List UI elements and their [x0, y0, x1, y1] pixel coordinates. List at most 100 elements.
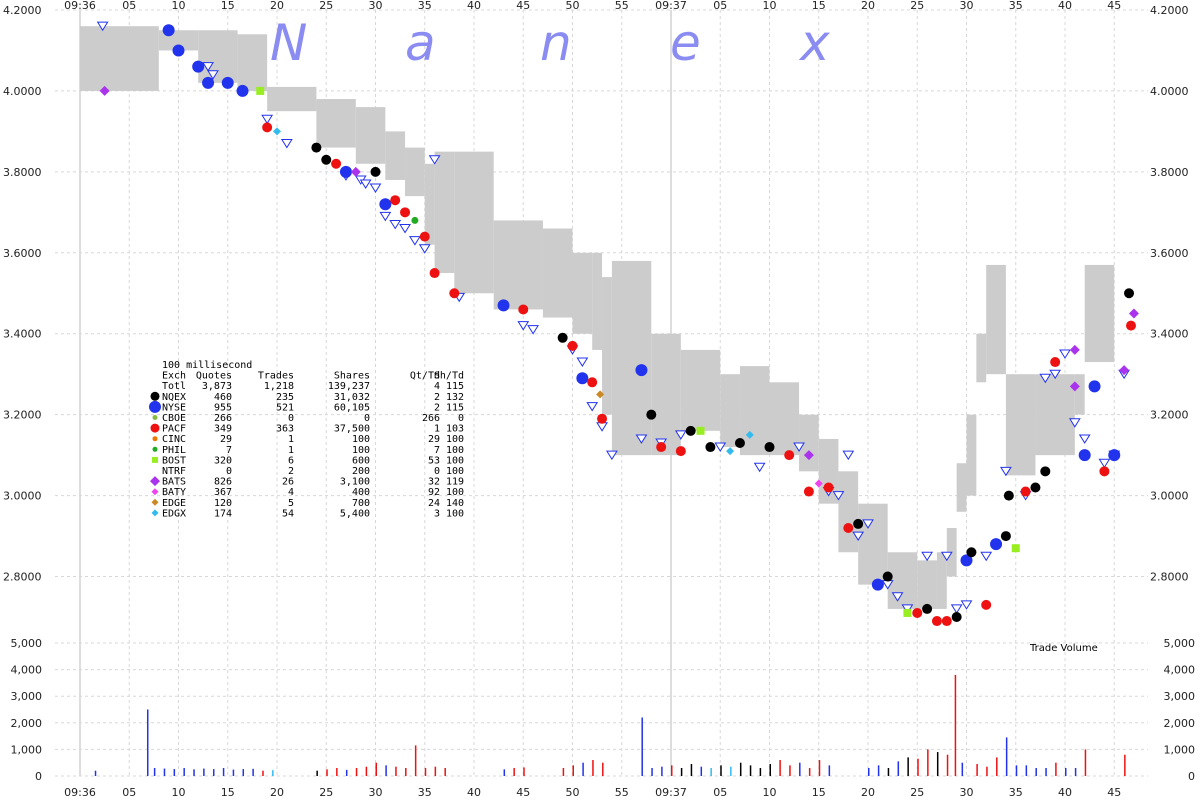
volume-bar	[986, 766, 988, 776]
axis-labels: 09:3609:36050510101515202025253030353540…	[3, 0, 1195, 799]
trade-marker	[497, 299, 510, 312]
trade-marker	[764, 442, 775, 453]
legend-cell: 54	[282, 508, 294, 519]
volume-bar	[562, 768, 565, 776]
volume-tick-right: 4,000	[1164, 664, 1196, 677]
trade-marker	[597, 413, 608, 424]
nbbo-band-segment	[237, 34, 268, 91]
nbbo-band-segment	[454, 151, 494, 294]
legend-cell: 600	[352, 455, 370, 466]
quote-marker	[418, 244, 431, 254]
quote-marker	[635, 434, 648, 444]
quote-marker	[950, 604, 963, 614]
watermark-letter: n	[540, 14, 572, 72]
legend-cell: 119	[446, 477, 464, 488]
trade-marker	[557, 332, 568, 343]
volume-bar	[272, 770, 274, 776]
trade-marker	[339, 165, 352, 178]
quote-marker	[960, 600, 973, 610]
trade-marker	[814, 479, 823, 488]
time-tick-bottom: 50	[566, 786, 580, 799]
legend-marker	[152, 446, 158, 452]
quote-marker	[202, 62, 214, 72]
volume-bar	[212, 769, 215, 776]
nbbo-band-segment	[316, 99, 356, 148]
volume-bars	[94, 674, 1126, 776]
price-tick-right: 4.2000	[1150, 4, 1189, 17]
legend-cell: 0	[458, 413, 464, 424]
trade-marker	[202, 76, 215, 89]
time-tick-top: 20	[861, 0, 875, 12]
price-tick-right: 3.0000	[1150, 490, 1189, 503]
time-tick-top: 55	[615, 0, 629, 12]
trade-marker	[596, 390, 605, 399]
legend-cell: 26	[282, 477, 294, 488]
quote-marker	[207, 70, 219, 80]
trade-marker	[99, 85, 110, 96]
trade-marker	[843, 522, 854, 533]
trade-marker	[635, 364, 648, 377]
volume-bar	[424, 768, 427, 776]
time-tick-bottom: 25	[910, 786, 924, 799]
price-tick-right: 3.6000	[1150, 247, 1189, 260]
nbbo-band-segment	[405, 147, 425, 197]
time-tick-bottom: 35	[418, 786, 432, 799]
trade-marker	[1050, 357, 1061, 368]
trade-marker	[960, 554, 973, 567]
volume-bar	[651, 768, 653, 776]
legend-exchange-name: PACF	[162, 424, 186, 435]
volume-bar	[954, 674, 957, 776]
legend-exchange-name: EDGX	[162, 508, 186, 519]
time-tick-top: 40	[1058, 0, 1072, 12]
time-tick-bottom: 20	[270, 786, 284, 799]
volume-bar	[961, 762, 964, 776]
legend-column-header: Shares	[334, 371, 370, 382]
legend-total-cell: 139,237	[328, 381, 370, 392]
price-tick-left: 2.8000	[3, 571, 42, 584]
volume-bar	[946, 754, 949, 776]
legend-header: 100 millisecond	[162, 360, 252, 371]
trade-marker	[221, 76, 234, 89]
quote-marker	[852, 531, 865, 542]
legend-cell: 32	[428, 477, 440, 488]
nbbo-band-segment	[976, 333, 987, 383]
legend-total-cell: 3,873	[202, 381, 232, 392]
legend-cell: 7	[226, 445, 232, 456]
legend-cell: 29	[428, 434, 440, 445]
volume-bar	[936, 752, 939, 776]
volume-bar	[405, 768, 407, 776]
nbbo-band-segment	[592, 252, 603, 350]
legend-cell: 0	[226, 466, 232, 477]
time-tick-top: 05	[713, 0, 727, 12]
time-tick-top: 35	[418, 0, 432, 12]
time-tick-top: 10	[172, 0, 186, 12]
nbbo-band-segment	[651, 333, 681, 456]
nbbo-band-segment	[858, 503, 888, 585]
trade-marker	[1128, 308, 1139, 319]
time-tick-bottom: 05	[713, 786, 727, 799]
volume-bar	[336, 768, 338, 776]
volume-bar	[887, 768, 890, 776]
quote-marker	[921, 551, 934, 562]
quote-marker	[901, 604, 914, 614]
nbbo-band-segment	[720, 374, 740, 448]
volume-bar	[395, 766, 397, 776]
legend-column-header: Qt/Td	[410, 371, 440, 382]
legend-cell: 235	[276, 392, 294, 403]
legend-cell: 521	[276, 402, 294, 413]
volume-bar	[365, 766, 368, 776]
volume-bar	[759, 768, 762, 776]
nbbo-band	[80, 26, 1115, 609]
volume-bar	[326, 769, 328, 776]
time-tick-top: 50	[566, 0, 580, 12]
legend-column-header: Exch	[162, 371, 186, 382]
legend-cell: 1	[288, 434, 294, 445]
legend-marker	[152, 415, 158, 420]
trade-marker	[1011, 544, 1020, 553]
time-tick-bottom: 25	[319, 786, 333, 799]
legend-cell: 7	[434, 445, 440, 456]
price-tick-right: 3.8000	[1150, 166, 1189, 179]
quote-marker	[1059, 349, 1071, 359]
